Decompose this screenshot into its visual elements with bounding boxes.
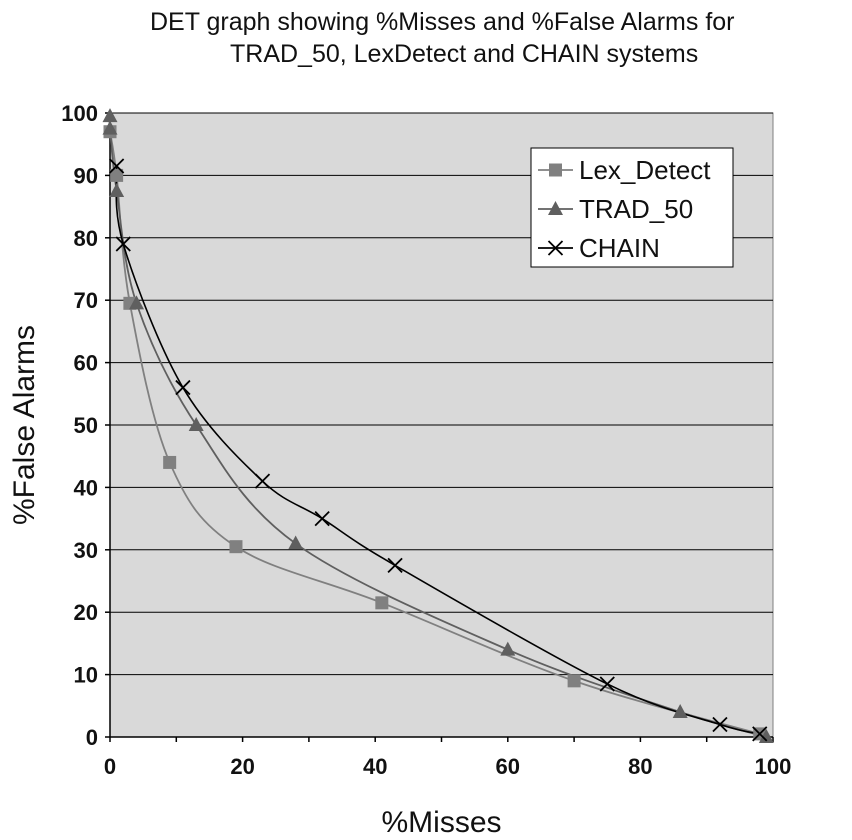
x-tick-label-80: 80 [628, 754, 652, 779]
x-tick-label-100: 100 [755, 754, 792, 779]
x-tick-label-60: 60 [496, 754, 520, 779]
data-point-lex-detect [375, 596, 389, 610]
legend: Lex_Detect TRAD_50 CHAIN [530, 147, 734, 268]
data-point-trad-50 [102, 120, 118, 135]
legend-label-chain: CHAIN [579, 233, 660, 263]
y-tick-label-80: 80 [74, 226, 98, 251]
y-tick-label-20: 20 [74, 600, 98, 625]
y-axis-label: %False Alarms [8, 325, 41, 525]
y-tick-label-70: 70 [74, 288, 98, 313]
data-point-lex-detect [229, 540, 243, 554]
y-tick-label-60: 60 [74, 351, 98, 376]
legend-marker-trad-50 [548, 201, 563, 215]
data-point-trad-50 [288, 535, 304, 550]
data-point-trad-50 [758, 729, 774, 743]
data-point-trad-50 [672, 704, 688, 719]
data-point-chain [108, 158, 125, 174]
data-point-chain [314, 510, 330, 527]
legend-label-trad-50: TRAD_50 [579, 194, 693, 224]
data-point-chain [599, 676, 615, 692]
legend-marker-chain [547, 240, 564, 256]
data-point-chain [752, 726, 768, 742]
chart-title-line-2: TRAD_50, LexDetect and CHAIN systems [230, 40, 699, 68]
data-point-lex-detect [163, 455, 177, 469]
tick-labels: 0 10 20 30 40 50 60 70 80 90 100 0 20 40 60 80 100 [61, 101, 791, 779]
data-point-chain [387, 557, 403, 574]
y-tick-label-30: 30 [74, 538, 98, 563]
legend-label-lex-detect: Lex_Detect [579, 155, 711, 185]
y-tick-label-100: 100 [61, 101, 98, 126]
data-point-chain [712, 716, 728, 733]
chart-title-line-1: DET graph showing %Misses and %False Ala… [150, 8, 735, 36]
data-point-lex-detect [110, 168, 124, 182]
data-point-trad-50 [188, 417, 204, 431]
legend-marker-lex-detect [549, 163, 562, 177]
x-tick-label-40: 40 [363, 754, 387, 779]
chart-title: DET graph showing %Misses and %False Ala… [0, 6, 852, 70]
data-point-chain [175, 379, 191, 396]
data-point-trad-50 [102, 108, 118, 123]
y-tick-label-90: 90 [74, 163, 98, 188]
data-point-chain [115, 236, 131, 252]
y-tick-label-10: 10 [74, 663, 98, 688]
series-markers [102, 108, 774, 743]
x-tick-label-0: 0 [104, 754, 116, 779]
y-tick-label-0: 0 [86, 725, 98, 750]
data-point-chain [254, 473, 271, 489]
data-point-trad-50 [109, 183, 125, 197]
data-point-trad-50 [500, 641, 516, 656]
x-tick-label-20: 20 [230, 754, 254, 779]
y-tick-label-50: 50 [74, 413, 98, 438]
y-tick-label-40: 40 [74, 475, 98, 500]
data-point-lex-detect [567, 674, 581, 688]
x-axis-label: %Misses [381, 806, 501, 839]
data-point-trad-50 [129, 295, 145, 310]
axes [105, 112, 774, 742]
